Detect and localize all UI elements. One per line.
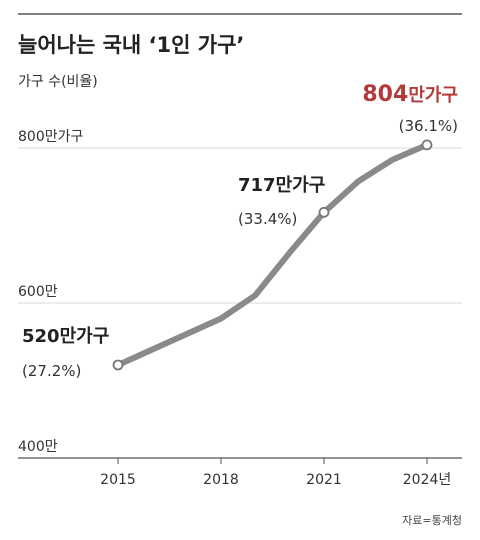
point-layer [112, 139, 433, 371]
data-point-marker [112, 359, 124, 371]
chart-title: 늘어나는 국내 ‘1인 가구’ [18, 33, 244, 57]
annotation-label: 520만가구 [22, 326, 109, 347]
annotation-label-highlight: 804만가구 [362, 82, 458, 107]
data-point-marker [421, 139, 433, 151]
x-tick-layer: 2015 2018 2021 2024년 [100, 458, 451, 488]
annotation-number: 804 [362, 82, 408, 107]
series-line [115, 141, 430, 368]
grid-layer: 800만가구 600만 400만 [18, 129, 462, 459]
annotation-unit: 만가구 [408, 85, 458, 106]
source-note: 자료=통계청 [402, 514, 462, 527]
x-tick-label: 2024년 [403, 472, 452, 488]
y-tick-label: 800만가구 [18, 129, 83, 145]
annotation-sub: (36.1%) [399, 117, 458, 135]
annotation-sub: (27.2%) [22, 362, 81, 380]
annotation-label: 717만가구 [238, 175, 325, 196]
x-tick-label: 2021 [306, 472, 342, 488]
y-tick-label: 400만 [18, 439, 58, 455]
x-tick-label: 2015 [100, 472, 136, 488]
series-layer [115, 141, 430, 368]
x-tick-label: 2018 [203, 472, 239, 488]
data-point-marker [318, 206, 330, 218]
annotation-layer: 520만가구 (27.2%) 717만가구 (33.4%) 804만가구 (36.1%) [22, 82, 458, 380]
annotation-sub: (33.4%) [238, 210, 297, 228]
y-tick-label: 600만 [18, 284, 58, 300]
chart-subtitle: 가구 수(비율) [18, 74, 98, 90]
